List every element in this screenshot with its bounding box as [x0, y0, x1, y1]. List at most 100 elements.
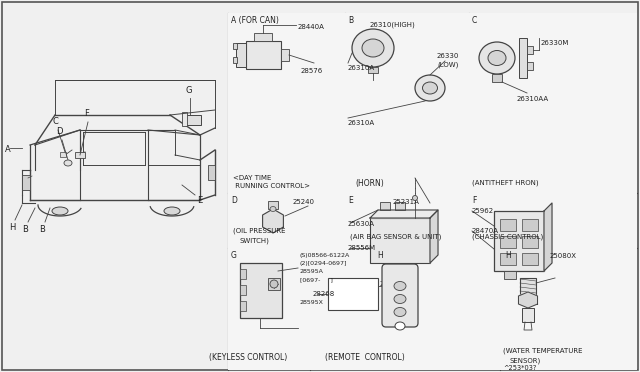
Text: 25240: 25240 — [293, 199, 315, 205]
Text: F: F — [472, 196, 476, 205]
Ellipse shape — [352, 29, 394, 67]
Text: SENSOR): SENSOR) — [510, 357, 541, 363]
Bar — [520, 278, 536, 300]
Bar — [182, 112, 187, 126]
Bar — [522, 236, 538, 248]
Text: 28595X: 28595X — [300, 300, 324, 305]
Bar — [246, 41, 281, 69]
Ellipse shape — [52, 207, 68, 215]
Text: (S)08566-6122A: (S)08566-6122A — [300, 253, 350, 258]
Text: (OIL PRESSURE: (OIL PRESSURE — [233, 228, 285, 234]
Bar — [228, 193, 637, 248]
Text: C: C — [472, 16, 477, 25]
Text: 28576: 28576 — [301, 68, 323, 74]
Bar — [240, 301, 246, 311]
Text: 26330M: 26330M — [541, 40, 570, 46]
Text: (ANTITHEFT HRON): (ANTITHEFT HRON) — [472, 179, 539, 186]
Ellipse shape — [270, 206, 276, 212]
Bar — [254, 33, 272, 41]
Bar — [240, 263, 282, 318]
Text: (AIR BAG SENSOR & UNIT): (AIR BAG SENSOR & UNIT) — [350, 234, 442, 241]
Bar — [186, 115, 201, 125]
Text: D: D — [231, 196, 237, 205]
Bar — [233, 43, 237, 49]
Text: H: H — [377, 251, 383, 260]
Bar — [370, 218, 430, 263]
Text: 26310AA: 26310AA — [517, 96, 549, 102]
Bar — [22, 175, 30, 190]
Bar — [500, 253, 516, 265]
Bar — [395, 202, 405, 210]
Text: 26310A: 26310A — [348, 65, 375, 71]
Text: 28510N: 28510N — [380, 281, 408, 287]
Bar — [236, 43, 246, 67]
Bar — [522, 308, 534, 322]
Polygon shape — [262, 209, 284, 233]
Text: ^253*03?: ^253*03? — [503, 365, 536, 371]
Ellipse shape — [415, 75, 445, 101]
Ellipse shape — [422, 82, 438, 94]
Text: F: F — [84, 109, 90, 118]
Bar — [328, 278, 378, 310]
Text: (HORN): (HORN) — [356, 179, 385, 188]
Bar — [281, 49, 289, 61]
Text: 28470A: 28470A — [472, 228, 499, 234]
Text: B: B — [39, 225, 45, 234]
Text: 28595A: 28595A — [300, 269, 324, 274]
Polygon shape — [518, 292, 538, 308]
Bar — [504, 271, 516, 279]
Bar — [368, 67, 378, 73]
Bar — [228, 13, 637, 193]
Text: 26310(HIGH): 26310(HIGH) — [370, 21, 416, 28]
Bar — [492, 74, 502, 82]
Text: (KEYLESS CONTROL): (KEYLESS CONTROL) — [209, 353, 287, 362]
Bar — [522, 253, 538, 265]
Text: 25231A: 25231A — [393, 199, 420, 205]
Text: E: E — [197, 196, 202, 205]
Text: (REMOTE  CONTROL): (REMOTE CONTROL) — [325, 353, 405, 362]
Text: H: H — [505, 251, 511, 260]
Text: RUNNING CONTROL>: RUNNING CONTROL> — [233, 183, 310, 189]
Text: A (FOR CAN): A (FOR CAN) — [231, 16, 279, 25]
Text: <DAY TIME: <DAY TIME — [233, 175, 271, 181]
Ellipse shape — [488, 51, 506, 65]
Text: G: G — [186, 86, 192, 95]
Text: 25962: 25962 — [472, 208, 494, 214]
FancyBboxPatch shape — [382, 264, 418, 327]
Text: D: D — [56, 127, 62, 136]
Bar — [60, 152, 66, 157]
Text: B: B — [22, 225, 28, 234]
Polygon shape — [430, 210, 438, 263]
Polygon shape — [544, 203, 552, 271]
Ellipse shape — [362, 39, 384, 57]
Ellipse shape — [42, 202, 77, 220]
Text: E: E — [348, 196, 353, 205]
Ellipse shape — [164, 207, 180, 215]
Ellipse shape — [394, 295, 406, 304]
Bar — [268, 278, 280, 290]
Text: 26330: 26330 — [437, 53, 460, 59]
Text: (WATER TEMPERATURE: (WATER TEMPERATURE — [503, 348, 582, 355]
Bar — [519, 38, 527, 78]
Text: C: C — [52, 117, 58, 126]
Bar — [500, 219, 516, 231]
Text: A: A — [5, 145, 11, 154]
Bar — [527, 62, 533, 70]
Ellipse shape — [395, 322, 405, 330]
Ellipse shape — [394, 308, 406, 317]
Text: 28268: 28268 — [313, 291, 335, 297]
Text: G: G — [231, 251, 237, 260]
Bar — [208, 165, 215, 180]
Text: H: H — [9, 223, 15, 232]
Ellipse shape — [413, 196, 417, 201]
Bar — [233, 57, 237, 63]
Bar — [494, 211, 544, 271]
Text: 28556M: 28556M — [348, 245, 376, 251]
Bar — [426, 85, 430, 88]
Text: B: B — [348, 16, 353, 25]
Text: 28440A: 28440A — [298, 24, 325, 30]
Ellipse shape — [64, 160, 72, 166]
Text: [0697-     ]: [0697- ] — [300, 277, 333, 282]
Text: (2)[0294-0697]: (2)[0294-0697] — [300, 261, 348, 266]
Text: (LOW): (LOW) — [437, 61, 458, 67]
